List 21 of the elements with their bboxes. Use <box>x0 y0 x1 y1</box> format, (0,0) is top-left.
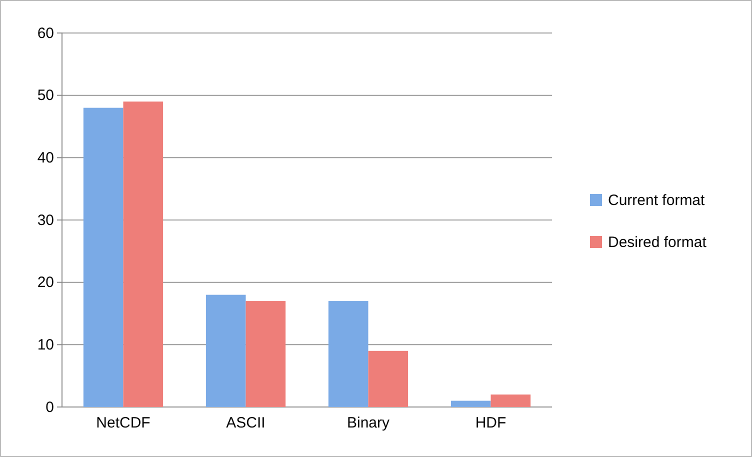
y-tick-label: 20 <box>37 274 54 292</box>
bar <box>246 301 286 407</box>
bar <box>450 400 491 407</box>
x-tick-label: HDF <box>475 414 506 432</box>
bar <box>368 350 408 407</box>
x-tick-label: NetCDF <box>96 414 150 432</box>
y-tick-label: 50 <box>37 87 54 104</box>
y-tick-label: 10 <box>37 336 54 354</box>
legend-label: Desired format <box>608 234 708 251</box>
bar <box>490 394 531 407</box>
bar <box>206 294 246 407</box>
bar <box>123 102 164 407</box>
bar <box>83 108 124 407</box>
y-tick-label: 60 <box>37 24 54 42</box>
bar <box>328 301 368 407</box>
y-tick-label: 30 <box>37 212 54 229</box>
legend-label: Current format <box>608 192 706 209</box>
x-tick-label: ASCII <box>226 414 266 432</box>
y-tick-label: 40 <box>37 149 54 166</box>
y-tick-label: 0 <box>46 398 54 416</box>
x-tick-label: Binary <box>346 414 390 432</box>
